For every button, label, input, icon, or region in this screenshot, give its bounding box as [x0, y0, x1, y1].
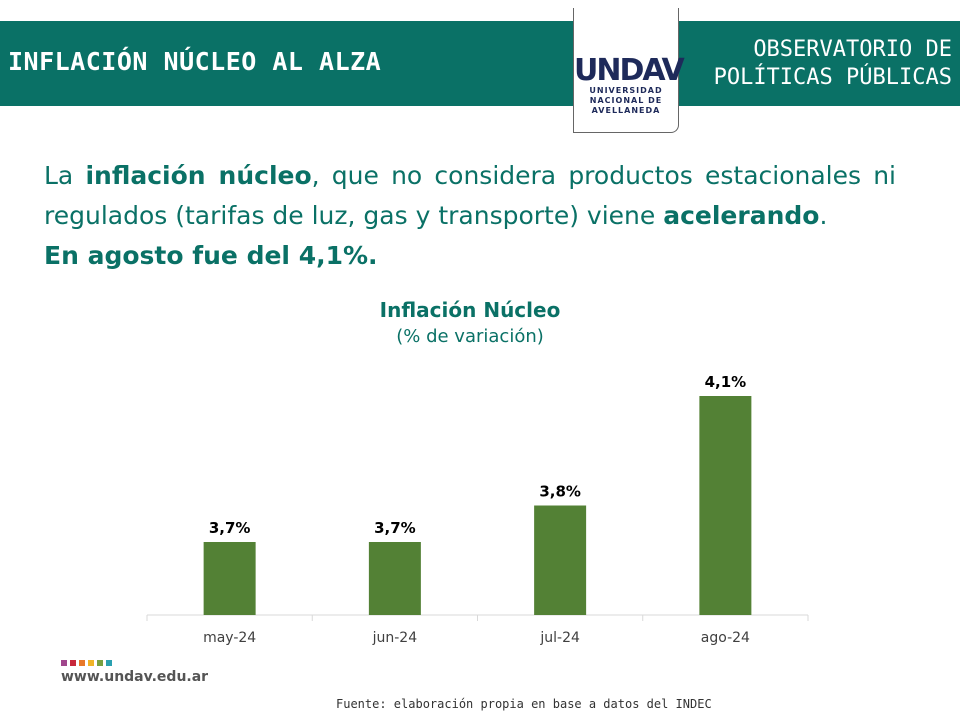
logo-mark: UNDAV	[574, 53, 685, 88]
org-name: OBSERVATORIO DE POLÍTICAS PÚBLICAS	[714, 36, 952, 92]
x-tick-label: jun-24	[372, 630, 418, 646]
brand-dots	[61, 660, 112, 666]
x-tick-label: ago-24	[701, 630, 750, 646]
lead-bold: acelerando	[663, 201, 820, 230]
logo-line3: AVELLANEDA	[591, 106, 661, 115]
bar	[368, 542, 421, 615]
org-name-line2: POLÍTICAS PÚBLICAS	[713, 65, 952, 90]
data-label: 3,7%	[209, 519, 251, 537]
org-name-line1: OBSERVATORIO DE	[753, 37, 952, 62]
page-title: INFLACIÓN NÚCLEO AL ALZA	[8, 47, 382, 76]
bar	[534, 505, 587, 615]
logo-line2: NACIONAL DE	[589, 96, 663, 105]
website-url: www.undav.edu.ar	[61, 669, 209, 685]
bar	[203, 542, 256, 615]
data-label: 3,7%	[374, 519, 416, 537]
brand-dot	[97, 660, 103, 666]
lead-bold: inflación núcleo	[85, 161, 312, 190]
chart-subtitle: (% de variación)	[396, 326, 544, 347]
lead-text: , que no considera productos estacionale…	[44, 161, 896, 230]
lead-highlight: En agosto fue del 4,1%.	[44, 241, 378, 270]
x-tick-label: jul-24	[539, 630, 580, 646]
lead-text: La	[44, 161, 86, 190]
source-note: Fuente: elaboración propia en base a dat…	[336, 697, 712, 711]
bar	[699, 396, 752, 615]
brand-dot	[88, 660, 94, 666]
x-tick-label: may-24	[203, 630, 256, 646]
chart-title: Inflación Núcleo	[379, 298, 561, 322]
brand-dot	[79, 660, 85, 666]
lead-text: .	[819, 201, 828, 230]
logo-line1: UNIVERSIDAD	[589, 86, 663, 95]
header-band-right	[677, 21, 960, 106]
data-label: 4,1%	[705, 373, 747, 391]
brand-dot	[106, 660, 112, 666]
data-label: 3,8%	[539, 483, 581, 501]
brand-dot	[70, 660, 76, 666]
undav-logo: UNDAV UNIVERSIDAD NACIONAL DE AVELLANEDA	[573, 8, 685, 133]
brand-dot	[61, 660, 67, 666]
header-band-left	[0, 21, 573, 106]
lead-paragraph: La inflación núcleo, que no considera pr…	[44, 156, 896, 276]
